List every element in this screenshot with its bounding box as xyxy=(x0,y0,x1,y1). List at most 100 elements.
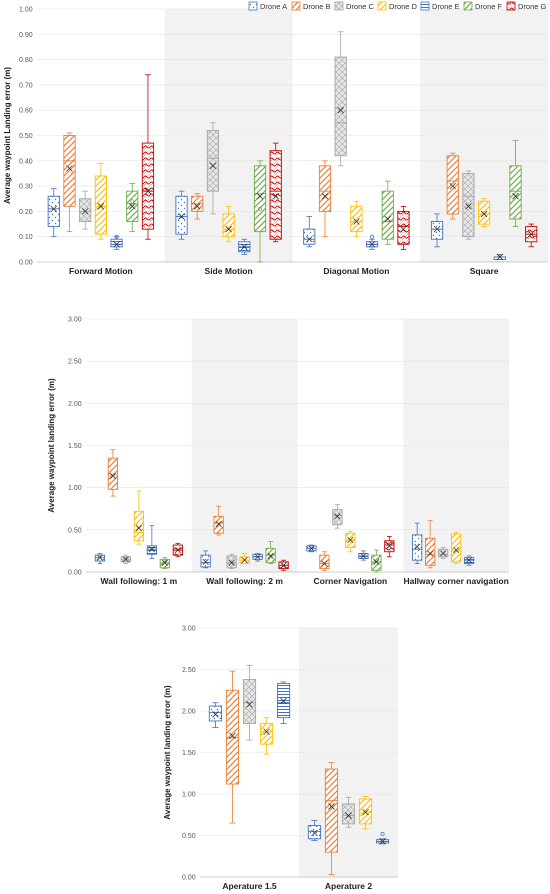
box-drone-d xyxy=(94,162,107,240)
y-tick-label: 0.00 xyxy=(68,570,82,577)
box-drone-f xyxy=(265,541,276,564)
y-axis-label: Average waypoint Landing error (m) xyxy=(3,67,12,204)
y-tick-label: 3.00 xyxy=(182,626,196,633)
y-tick-label: 2.00 xyxy=(68,401,82,408)
chart-panel-1: 0.00 0.10 0.20 0.30 0.40 0.50 0.60 0.70 0.80 0.90… xyxy=(3,1,548,276)
box-drone-f xyxy=(509,140,522,227)
box-drone-d xyxy=(350,200,363,238)
category-label: Forward Motion xyxy=(69,266,133,276)
box-drone-a xyxy=(200,550,211,569)
box-drone-e xyxy=(463,555,475,566)
chart-panel-2: 0.00 0.50 1.00 1.50 2.00 2.50 3.00 Average wayp… xyxy=(47,317,509,586)
y-tick-label: 0.00 xyxy=(19,260,33,267)
legend: Drone A Drone B Drone C Drone D Drone E Drone… xyxy=(248,1,547,11)
y-tick-label: 2.50 xyxy=(182,667,196,674)
box-drone-b xyxy=(324,762,339,875)
box-drone-a xyxy=(412,522,423,564)
y-tick-label: 1.50 xyxy=(68,443,82,450)
box-drone-c xyxy=(242,664,257,741)
y-tick-label: 0.30 xyxy=(19,184,33,191)
box-drone-d xyxy=(133,490,145,545)
box-drone-c xyxy=(462,170,475,240)
box-drone-b xyxy=(318,160,332,238)
y-tick-label: 0.20 xyxy=(19,209,33,216)
box-drone-d xyxy=(450,531,462,564)
y-tick-label: 0.10 xyxy=(19,234,33,241)
box-drone-b xyxy=(446,152,459,220)
category-label: Aperature 1.5 xyxy=(222,881,277,891)
category-label: Square xyxy=(470,266,499,276)
y-tick-label: 1.00 xyxy=(19,7,33,14)
box-drone-b xyxy=(319,551,330,571)
box-drone-f xyxy=(381,180,394,245)
box-drone-e xyxy=(276,681,291,724)
category-label: Diagonal Motion xyxy=(323,266,389,276)
box-drone-b xyxy=(107,449,119,497)
box-drone-e xyxy=(375,838,390,845)
outlier-point xyxy=(130,199,135,204)
box-drone-f xyxy=(253,160,267,263)
y-tick-label: 1.50 xyxy=(182,750,196,757)
box-drone-e xyxy=(146,525,157,559)
box-drone-b xyxy=(225,670,240,824)
category-label: Side Motion xyxy=(205,266,253,276)
y-axis-label: Average waypoint landing error (m) xyxy=(47,378,56,513)
y-axis-label: Average waypoint landing error (m) xyxy=(163,685,172,820)
legend-item: Drone B xyxy=(291,1,331,11)
box-drone-d xyxy=(259,717,274,755)
box-drone-g xyxy=(269,142,282,243)
category-label: Corner Navigation xyxy=(314,576,388,586)
box-drone-c xyxy=(341,796,356,828)
box-drone-f xyxy=(371,549,382,573)
y-tick-label: 0.40 xyxy=(19,158,33,165)
legend-swatch xyxy=(248,1,258,11)
box-drone-a xyxy=(307,820,322,841)
legend-label: Drone F xyxy=(475,2,503,11)
y-tick-label: 1.00 xyxy=(182,792,196,799)
box-drone-a xyxy=(430,213,444,248)
y-tick-label: 2.00 xyxy=(182,709,196,716)
y-tick-label: 0.80 xyxy=(19,57,33,64)
box-drone-b xyxy=(63,132,76,233)
y-tick-label: 0.50 xyxy=(68,527,82,534)
outlier-point xyxy=(380,831,385,836)
box-drone-e xyxy=(238,238,251,255)
box-drone-e xyxy=(358,550,369,561)
box-drone-e xyxy=(365,238,379,250)
box-drone-c xyxy=(206,122,220,215)
outlier-point xyxy=(258,206,262,211)
legend-swatch xyxy=(463,1,473,11)
legend-label: Drone C xyxy=(346,2,375,11)
category-label: Aperature 2 xyxy=(325,881,373,891)
legend-item: Drone F xyxy=(463,1,503,11)
chart-panel-3: 0.00 0.50 1.00 1.50 2.00 2.50 3.00 Average wayp… xyxy=(163,626,398,891)
y-tick-label: 1.00 xyxy=(68,485,82,492)
box-drone-c xyxy=(332,504,343,529)
category-label: Wall following: 1 m xyxy=(101,576,178,586)
legend-item: Drone E xyxy=(420,1,460,11)
box-drone-a xyxy=(303,216,316,248)
box-drone-a xyxy=(47,188,60,238)
box-drone-g xyxy=(172,542,183,558)
y-tick-label: 0.00 xyxy=(182,875,196,882)
category-label: Hallway corner navigation xyxy=(403,576,508,586)
legend-label: Drone E xyxy=(432,2,460,11)
legend-label: Drone G xyxy=(518,2,547,11)
box-drone-b xyxy=(425,520,436,569)
legend-swatch xyxy=(291,1,301,11)
box-drone-g xyxy=(278,559,289,571)
box-drone-e xyxy=(493,253,506,261)
box-drone-c xyxy=(79,190,92,230)
box-drone-d xyxy=(239,553,250,565)
box-drone-d xyxy=(222,205,235,243)
box-drone-d xyxy=(358,796,373,830)
box-drone-b xyxy=(213,505,224,536)
box-drone-d xyxy=(478,198,491,227)
legend-swatch xyxy=(334,1,344,11)
legend-item: Drone D xyxy=(377,1,418,11)
box-drone-f xyxy=(126,183,139,233)
outlier-point xyxy=(114,234,119,239)
y-tick-label: 0.70 xyxy=(19,82,33,89)
y-tick-label: 2.50 xyxy=(68,359,82,366)
legend-swatch xyxy=(377,1,387,11)
